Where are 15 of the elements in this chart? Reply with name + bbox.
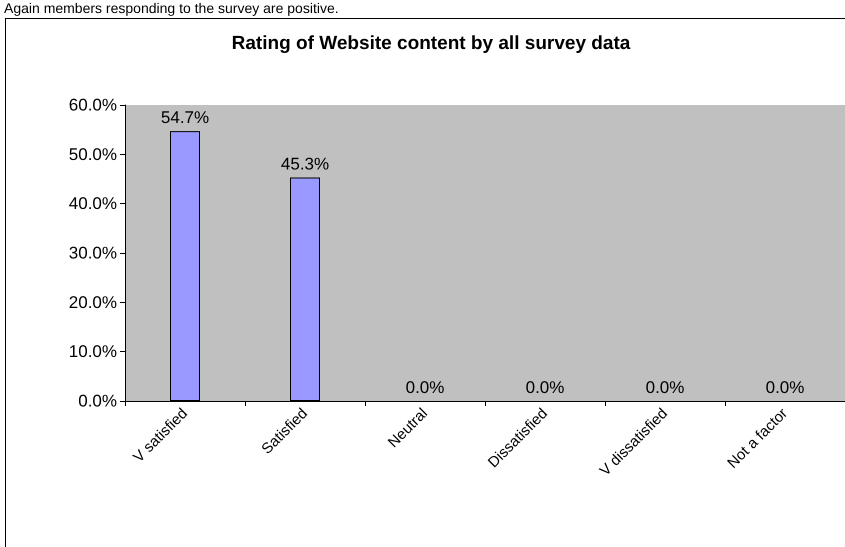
chart-title: Rating of Website content by all survey data	[232, 33, 631, 54]
y-tick-label: 20.0%	[68, 292, 117, 312]
y-tick-label: 30.0%	[68, 244, 117, 262]
y-tick-label: 0.0%	[78, 392, 117, 410]
y-tick-label: 10.0%	[68, 342, 117, 362]
y-tick-label: 50.0%	[68, 144, 117, 164]
data-label: 0.0%	[766, 378, 804, 397]
y-tick-label: 40.0%	[68, 194, 117, 214]
data-label: 0.0%	[406, 378, 444, 397]
data-label: 54.7%	[160, 108, 210, 128]
y-tick-label: 60.0%	[68, 96, 117, 114]
data-label: 45.3%	[280, 154, 330, 174]
text: Again members responding to the survey are positive.	[4, 0, 339, 16]
data-label: 0.0%	[646, 378, 684, 397]
data-label: 0.0%	[526, 378, 564, 397]
